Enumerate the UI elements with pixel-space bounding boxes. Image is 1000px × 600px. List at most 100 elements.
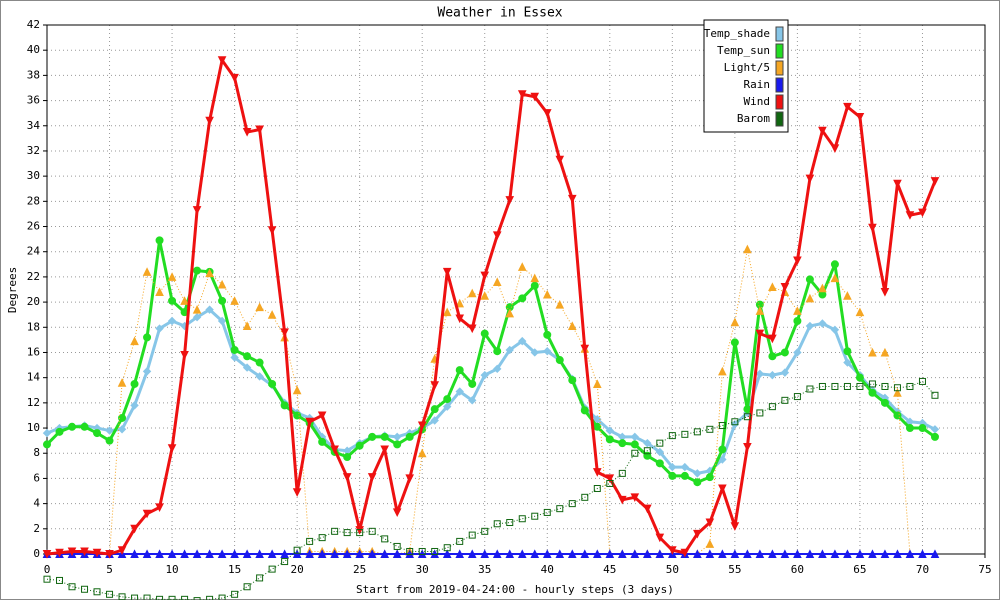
point (155, 549, 164, 558)
point (242, 128, 252, 137)
point (417, 448, 427, 458)
point (343, 529, 351, 537)
point (618, 439, 627, 448)
point (793, 256, 802, 266)
point (255, 372, 264, 381)
point (468, 379, 477, 388)
y-tick-label: 38 (27, 68, 40, 81)
x-tick-label: 0 (44, 563, 51, 576)
point (318, 534, 326, 542)
point (367, 549, 377, 558)
point (130, 401, 139, 410)
y-tick-label: 40 (27, 43, 40, 56)
x-tick-label: 15 (228, 563, 241, 576)
point (855, 373, 864, 382)
point (906, 382, 914, 390)
point (605, 435, 614, 444)
point (855, 307, 865, 317)
point (517, 262, 527, 271)
point (343, 453, 352, 462)
point (505, 308, 515, 318)
point (480, 329, 489, 338)
point (568, 376, 577, 385)
point (493, 347, 502, 356)
point (656, 439, 664, 447)
point (267, 226, 277, 235)
point (918, 208, 927, 218)
point (156, 595, 164, 600)
point (68, 583, 76, 591)
point (780, 368, 790, 377)
legend-swatch (775, 60, 784, 76)
point (818, 382, 826, 390)
point (830, 549, 840, 558)
point (480, 271, 490, 281)
point (843, 382, 851, 390)
point (768, 334, 777, 344)
point (805, 275, 814, 284)
y-tick-label: 18 (27, 320, 40, 333)
point (368, 527, 376, 535)
point (768, 549, 777, 558)
point (68, 422, 77, 431)
chart-title: Weather in Essex (437, 6, 562, 21)
point (731, 418, 739, 426)
point (630, 440, 639, 449)
y-tick-label: 34 (27, 119, 41, 132)
point (543, 330, 552, 339)
point (806, 385, 814, 393)
point (655, 549, 665, 558)
y-tick-label: 10 (27, 421, 40, 434)
point (881, 382, 889, 390)
point (280, 549, 289, 558)
point (593, 422, 602, 431)
y-tick-label: 22 (27, 270, 40, 283)
point (143, 333, 152, 342)
y-tick-label: 2 (33, 522, 40, 535)
point (117, 546, 127, 555)
point (392, 549, 402, 558)
point (356, 529, 364, 537)
point (455, 549, 465, 558)
point (630, 493, 640, 502)
point (192, 549, 202, 558)
point (367, 473, 377, 482)
point (880, 549, 890, 558)
point (80, 422, 89, 431)
point (442, 307, 452, 317)
point (42, 428, 52, 438)
point (768, 403, 776, 411)
point (368, 432, 377, 441)
point (105, 436, 114, 445)
point (105, 550, 114, 559)
point (243, 352, 252, 361)
point (568, 500, 576, 508)
point (893, 179, 902, 189)
point (81, 585, 89, 593)
y-tick-label: 20 (27, 295, 40, 308)
point (868, 549, 877, 558)
point (217, 279, 227, 289)
point (805, 549, 815, 558)
point (555, 299, 565, 309)
point (780, 282, 790, 292)
point (442, 267, 452, 277)
point (530, 348, 539, 357)
point (493, 520, 501, 528)
y-tick-label: 14 (27, 371, 41, 384)
point (655, 533, 665, 543)
point (830, 260, 839, 269)
point (142, 509, 152, 519)
point (730, 338, 739, 347)
point (155, 324, 164, 333)
point (217, 549, 227, 558)
point (930, 432, 939, 441)
point (581, 493, 589, 501)
point (592, 549, 602, 558)
y-tick-label: 0 (33, 547, 40, 560)
point (555, 549, 565, 558)
point (567, 549, 577, 558)
point (292, 488, 302, 497)
point (793, 348, 802, 357)
